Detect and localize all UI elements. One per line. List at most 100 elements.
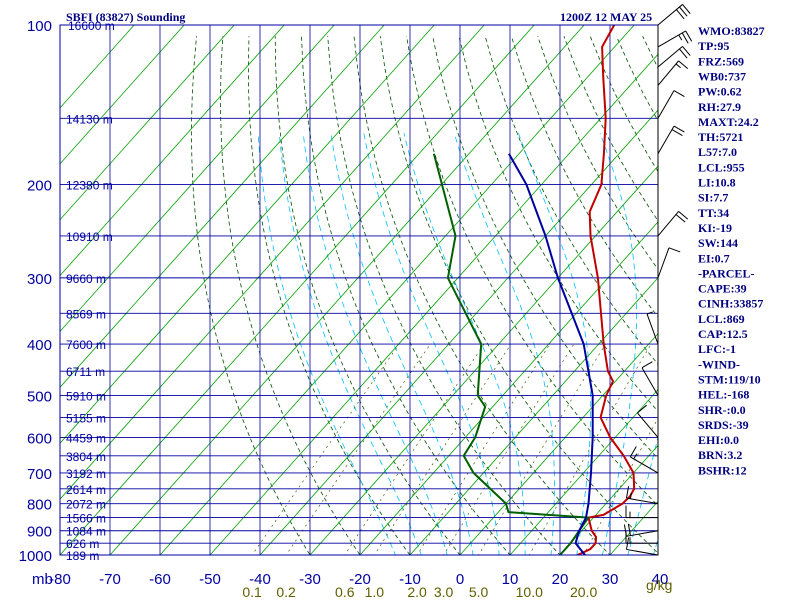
height-label: 1566 m [66,512,106,526]
index-line: STM:119/10 [698,372,761,386]
height-label: 3192 m [66,467,106,481]
dry-adiabat [191,36,311,555]
index-line: HEL:-168 [698,388,749,402]
moist-adiabat [278,133,422,555]
temperature-tick-label: 10 [502,571,519,588]
temperature-tick-label: -80 [49,571,71,588]
wind-barb [657,46,691,68]
isotherm [559,444,658,555]
index-line: PW:0.62 [698,85,742,99]
mixing-ratio-label: 1.0 [365,584,385,600]
wind-barb [657,60,689,86]
index-line: -PARCEL- [698,266,754,280]
wind-barb [623,523,659,537]
moist-adiabat [257,133,396,555]
temperature-line [577,25,636,555]
index-line: EHI:0.0 [698,433,739,447]
index-line: TH:5721 [698,130,743,144]
index-line: EI:0.7 [698,251,730,265]
moist-adiabat [330,133,474,555]
wind-barb [625,486,659,505]
parcel-line [508,153,594,555]
wind-barb [625,505,658,519]
height-label: 4459 m [66,431,106,445]
isotherm [309,165,658,555]
isotherm [409,277,658,555]
index-line: LFC:-1 [698,342,736,356]
moist-adiabat [403,133,526,555]
dry-adiabat [353,36,611,555]
pressure-tick-label: 100 [27,18,52,35]
index-line: WB0:737 [698,69,746,83]
mixing-ratio-line [373,343,512,555]
height-label: 8569 m [66,307,106,321]
pressure-tick-label: 200 [27,178,52,195]
mixing-ratio-line [583,417,658,555]
mixing-ratio-label: 0.6 [335,584,355,600]
index-line: SRDS:-39 [698,418,749,432]
pressure-tick-label: 1000 [19,548,52,565]
isotherm [209,53,658,555]
isotherm [159,25,635,555]
dry-adiabat [774,36,800,566]
wind-barb [629,446,659,474]
height-label: 12380 m [66,179,113,193]
height-label: 3804 m [66,450,106,464]
wind-barb [657,247,681,279]
dry-adiabat [589,36,658,173]
isotherm [60,25,185,165]
isotherm [109,25,585,555]
height-label: 5910 m [66,389,106,403]
temperature-tick-label: -70 [99,571,121,588]
height-label: 14130 m [66,112,113,126]
index-line: WMO:83827 [698,24,765,38]
wind-barb [637,404,659,438]
dry-adiabat [327,36,561,555]
height-label: 5155 m [66,411,106,425]
moist-adiabat [302,133,448,555]
wind-barb [625,531,658,544]
isotherm [359,221,658,555]
index-line: CAPE:39 [698,282,747,296]
height-label: 2614 m [66,483,106,497]
index-line: SHR-:0.0 [698,403,746,417]
isotherm [60,25,385,388]
height-label: 10910 m [66,230,113,244]
index-line: CAP:12.5 [698,327,748,341]
index-line: -WIND- [698,357,740,371]
mixing-ratio-line [285,343,431,555]
temperature-tick-label: -10 [399,571,421,588]
dry-adiabat [537,36,658,270]
mixing-ratio-label: 5.0 [469,584,489,600]
index-line: MAXT:24.2 [698,115,759,129]
mixing-ratio-label: 2.0 [407,584,427,600]
height-label: 16600 m [68,19,115,33]
index-line: L57:7.0 [698,145,737,159]
index-line: LCL:955 [698,160,745,174]
temperature-tick-label: -60 [149,571,171,588]
temperature-tick-label: -40 [249,571,271,588]
pressure-tick-label: 700 [27,466,52,483]
dry-adiabat [247,36,411,555]
dry-adiabat [406,36,658,507]
index-line: LCL:869 [698,312,745,326]
isotherm [60,25,485,500]
temperature-tick-label: -30 [299,571,321,588]
mixing-ratio-line [478,343,606,555]
temperature-tick-label: 20 [552,571,569,588]
height-label: 7600 m [66,338,106,352]
pressure-tick-label: 500 [27,388,52,405]
pressure-tick-label: 900 [27,524,52,541]
pressure-tick-label: 800 [27,497,52,514]
mixing-ratio-label: 3.0 [434,584,454,600]
height-label: 626 m [66,537,99,551]
mixing-ratio-unit: g/kg [646,577,672,593]
pressure-tick-label: 400 [27,337,52,354]
isotherm [459,333,658,555]
pressure-unit: mb [32,571,53,588]
wind-barb [625,537,659,556]
index-line: BSHR:12 [698,463,747,477]
isotherm [60,25,535,555]
isotherm [509,388,658,555]
